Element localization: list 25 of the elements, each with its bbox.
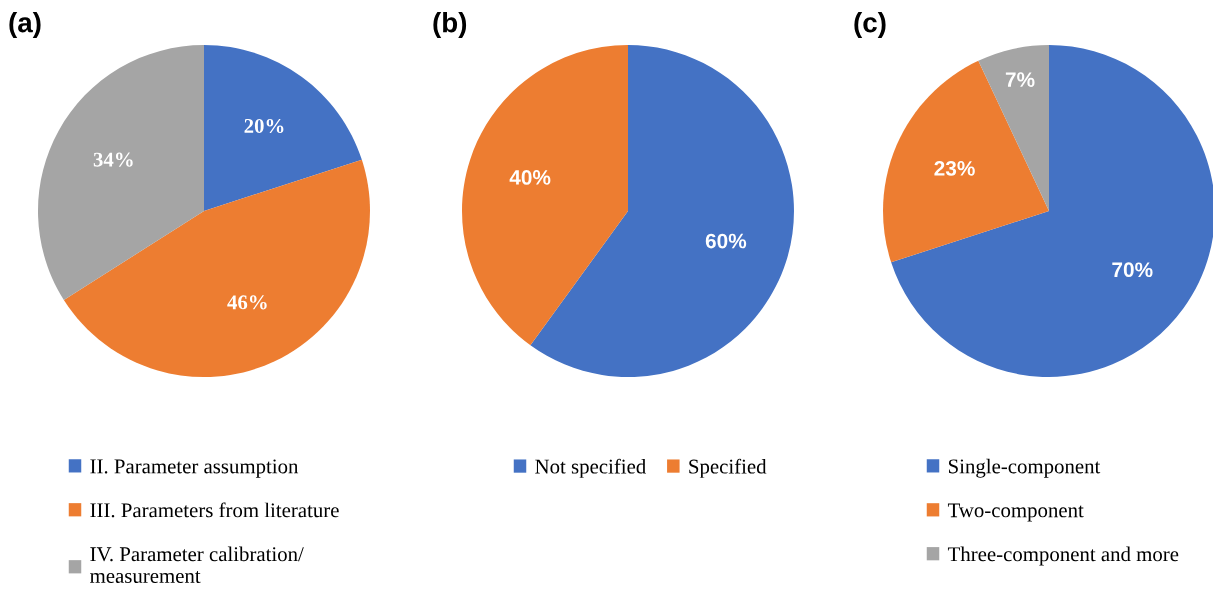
- data-label: 60%: [705, 233, 747, 249]
- data-label: 70%: [1112, 262, 1153, 278]
- legend-label: Two-component: [947, 503, 1084, 522]
- legend-label: IV. Parameter calibration/ measurement: [90, 546, 304, 583]
- data-label: 46%: [227, 295, 267, 310]
- chart-title: (b): [433, 12, 467, 38]
- data-label: 23%: [934, 160, 975, 176]
- legend-label: Single-component: [948, 458, 1101, 478]
- legend-label: Specified: [689, 458, 767, 478]
- data-label: 7%: [1005, 72, 1035, 87]
- data-label: 34%: [93, 152, 133, 167]
- chart-title: (a): [9, 12, 41, 38]
- pie-slice: [462, 45, 628, 346]
- pie-slice: [883, 60, 1049, 263]
- legend-label: III. Parameters from literature: [90, 502, 339, 518]
- legend-label: Three-component and more: [947, 546, 1179, 566]
- data-label: 20%: [244, 118, 284, 134]
- legend-label: Not specified: [535, 458, 646, 478]
- pie-slice: [891, 45, 1213, 377]
- data-label: 40%: [509, 170, 551, 185]
- pie-slice: [38, 45, 204, 300]
- pie-slice: [204, 45, 362, 211]
- pie-slice: [978, 45, 1049, 211]
- chart-title: (c): [854, 12, 886, 38]
- legend-label: II. Parameter assumption: [90, 459, 299, 478]
